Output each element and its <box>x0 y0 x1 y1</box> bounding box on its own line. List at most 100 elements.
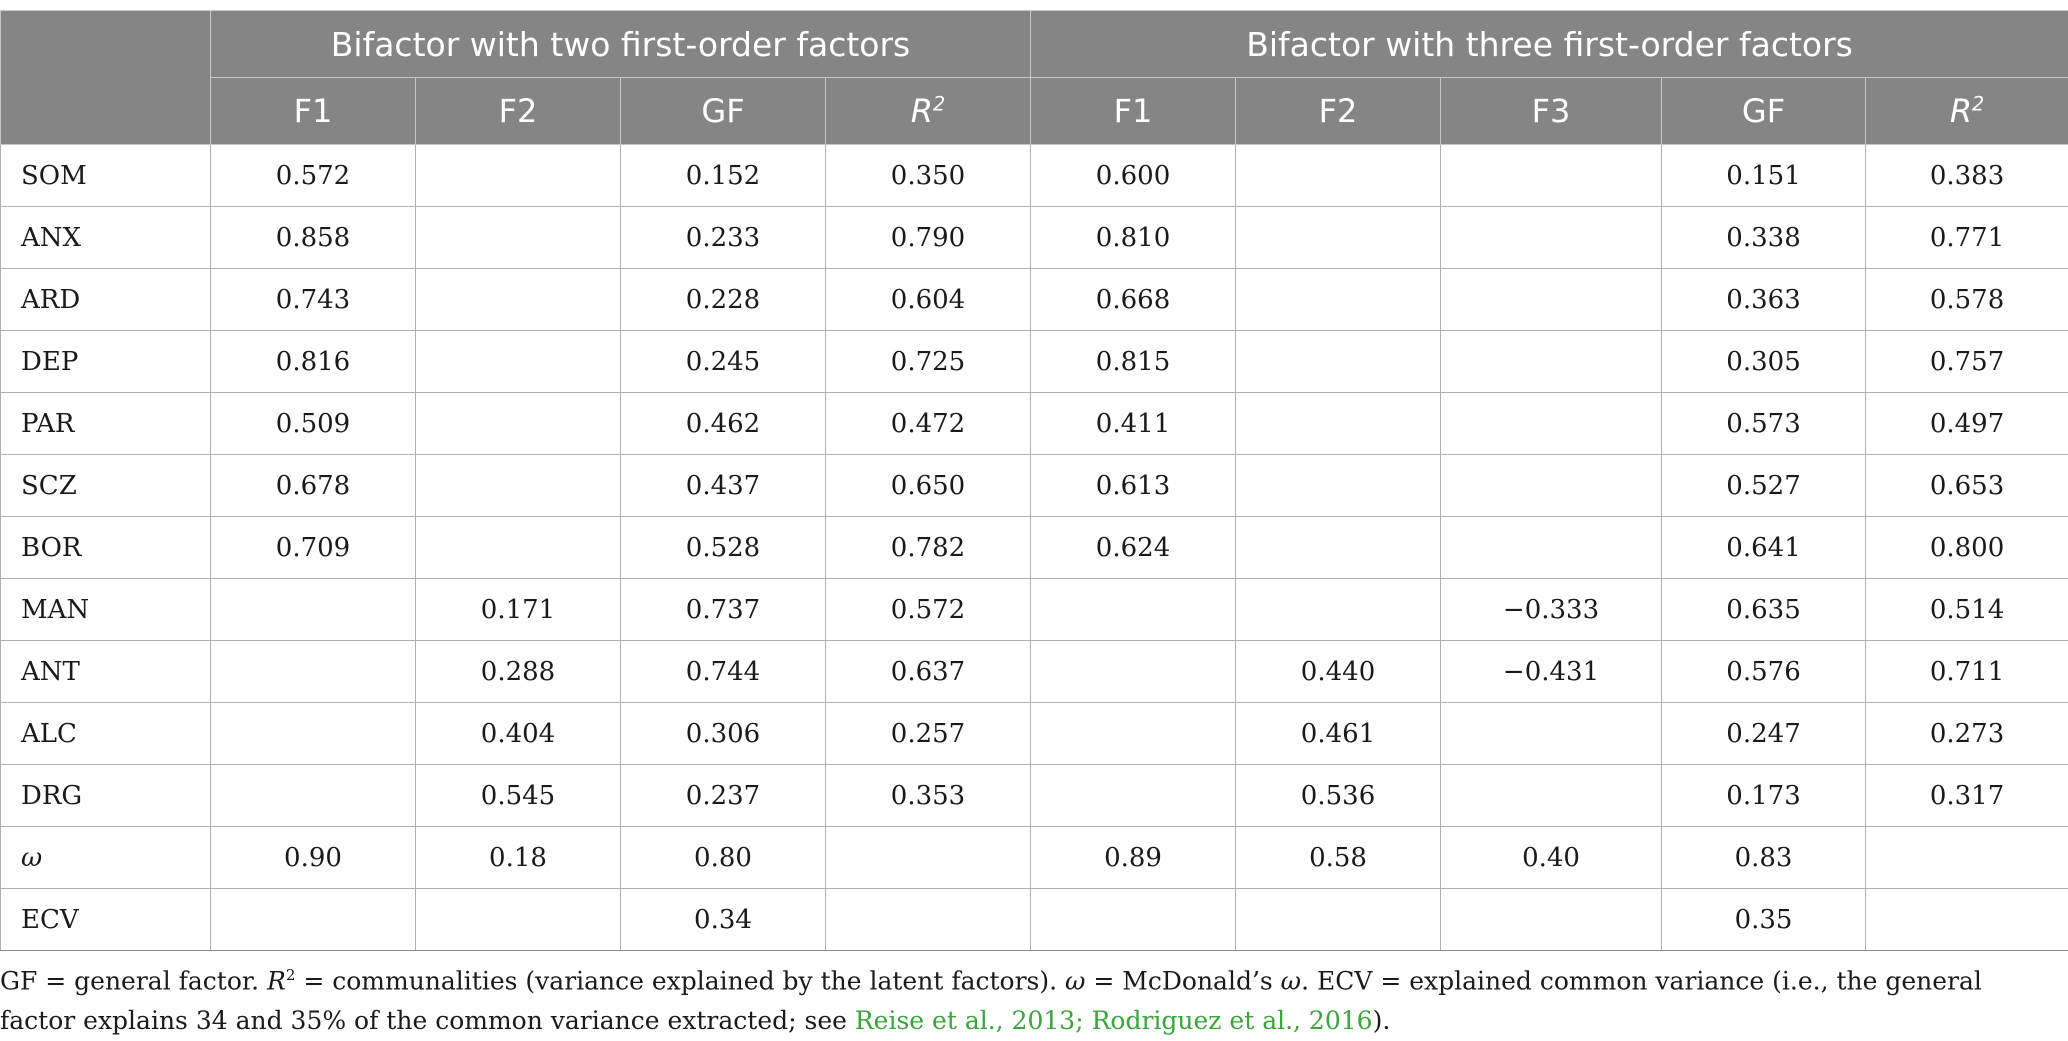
table-cell: 0.305 <box>1662 331 1866 393</box>
table-cell <box>1236 331 1441 393</box>
row-label: ALC <box>1 703 211 765</box>
table-cell: 0.497 <box>1866 393 2068 455</box>
table-cell <box>416 331 621 393</box>
row-label: ANT <box>1 641 211 703</box>
col-header: F3 <box>1441 78 1662 145</box>
table-cell: 0.604 <box>826 269 1031 331</box>
table-cell: 0.527 <box>1662 455 1866 517</box>
table-cell: 0.816 <box>211 331 416 393</box>
table-cell <box>211 641 416 703</box>
table-cell: 0.743 <box>211 269 416 331</box>
table-cell: 0.576 <box>1662 641 1866 703</box>
reference-link[interactable]: Reise et al., 2013; Rodriguez et al., 20… <box>855 1006 1373 1035</box>
table-cell: 0.771 <box>1866 207 2068 269</box>
col-header: F2 <box>1236 78 1441 145</box>
row-label: BOR <box>1 517 211 579</box>
table-cell <box>1866 889 2068 951</box>
table-cell: 0.668 <box>1031 269 1236 331</box>
table-cell <box>1236 579 1441 641</box>
table-cell <box>1866 827 2068 889</box>
table-header: Bifactor with two first-order factors Bi… <box>1 11 2068 145</box>
table-cell: 0.173 <box>1662 765 1866 827</box>
table-cell: 0.737 <box>621 579 826 641</box>
note-text: ). <box>1373 1006 1391 1035</box>
table-cell: 0.353 <box>826 765 1031 827</box>
group-header-two-factor: Bifactor with two first-order factors <box>211 11 1031 78</box>
table-cell <box>1236 393 1441 455</box>
table-cell: 0.800 <box>1866 517 2068 579</box>
row-label: ECV <box>1 889 211 951</box>
table-cell: 0.18 <box>416 827 621 889</box>
table-cell <box>416 145 621 207</box>
table-cell <box>416 889 621 951</box>
table-cell: 0.34 <box>621 889 826 951</box>
col-header: F2 <box>416 78 621 145</box>
table-cell <box>1031 889 1236 951</box>
table-cell: 0.650 <box>826 455 1031 517</box>
table-cell <box>416 455 621 517</box>
table-cell: 0.790 <box>826 207 1031 269</box>
table-cell <box>1236 455 1441 517</box>
table-cell: 0.461 <box>1236 703 1441 765</box>
table-cell: 0.247 <box>1662 703 1866 765</box>
table-cell <box>1236 517 1441 579</box>
table-row: ECV 0.34 0.35 <box>1 889 2068 951</box>
table-cell: 0.641 <box>1662 517 1866 579</box>
table-cell: 0.573 <box>1662 393 1866 455</box>
table-cell <box>1441 145 1662 207</box>
row-label: ω <box>1 827 211 889</box>
table-cell: 0.653 <box>1866 455 2068 517</box>
table-cell <box>1441 517 1662 579</box>
col-header: F1 <box>1031 78 1236 145</box>
table-cell <box>416 517 621 579</box>
table-cell: 0.635 <box>1662 579 1866 641</box>
table-cell <box>1031 641 1236 703</box>
table-cell: 0.306 <box>621 703 826 765</box>
col-header-r2: R2 <box>826 78 1031 145</box>
table-cell: 0.404 <box>416 703 621 765</box>
table-cell <box>826 889 1031 951</box>
table-cell: 0.711 <box>1866 641 2068 703</box>
table-cell: 0.514 <box>1866 579 2068 641</box>
table-cell <box>1441 207 1662 269</box>
row-label: MAN <box>1 579 211 641</box>
note-r-superscript: 2 <box>286 966 296 984</box>
table-cell: 0.273 <box>1866 703 2068 765</box>
table-cell <box>211 889 416 951</box>
col-header: GF <box>621 78 826 145</box>
note-text: = McDonald’s <box>1085 966 1280 995</box>
table-cell <box>1441 331 1662 393</box>
table-cell: 0.528 <box>621 517 826 579</box>
table-cell: 0.472 <box>826 393 1031 455</box>
table-cell <box>211 703 416 765</box>
table-cell: 0.151 <box>1662 145 1866 207</box>
table-cell: 0.613 <box>1031 455 1236 517</box>
table-cell: 0.725 <box>826 331 1031 393</box>
r-superscript: 2 <box>1972 92 1984 115</box>
table-cell <box>1236 889 1441 951</box>
row-label: SOM <box>1 145 211 207</box>
table-cell: 0.35 <box>1662 889 1866 951</box>
table-cell <box>1031 703 1236 765</box>
table-cell <box>416 269 621 331</box>
row-label: DRG <box>1 765 211 827</box>
group-header-three-factor: Bifactor with three first-order factors <box>1031 11 2068 78</box>
table-cell: 0.572 <box>826 579 1031 641</box>
col-header: GF <box>1662 78 1866 145</box>
table-cell <box>1031 579 1236 641</box>
table-cell: 0.462 <box>621 393 826 455</box>
row-label: SCZ <box>1 455 211 517</box>
table-cell: 0.509 <box>211 393 416 455</box>
table-cell <box>1031 765 1236 827</box>
table-cell: 0.709 <box>211 517 416 579</box>
group-header-row: Bifactor with two first-order factors Bi… <box>1 11 2068 78</box>
table-cell: 0.80 <box>621 827 826 889</box>
table-container: Bifactor with two first-order factors Bi… <box>0 10 2068 1041</box>
table-cell: 0.338 <box>1662 207 1866 269</box>
